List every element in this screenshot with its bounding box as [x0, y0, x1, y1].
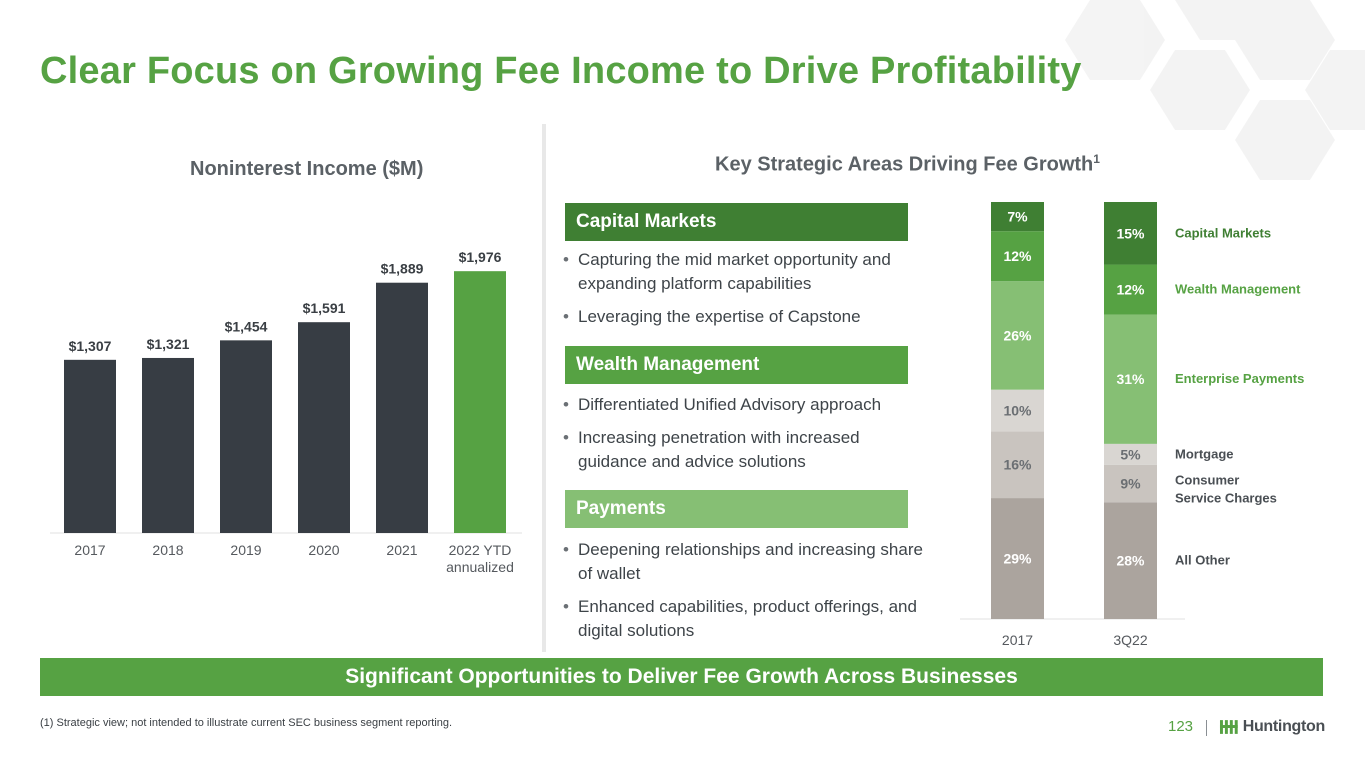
segment-value-label: 10% [1003, 403, 1032, 419]
segment-value-label: 15% [1116, 225, 1145, 241]
bar-value-label: $1,889 [381, 261, 424, 277]
bar-value-label: $1,321 [147, 336, 190, 352]
x-tick-label: 2019 [230, 542, 261, 558]
footnote: (1) Strategic view; not intended to illu… [40, 717, 453, 729]
section-heading-payments: Payments [565, 490, 908, 528]
segment-value-label: 7% [1007, 209, 1028, 225]
logo-wordmark: Huntington [1242, 718, 1326, 735]
segment-value-label: 12% [1003, 248, 1032, 264]
legend-label-line: Consumer [1175, 472, 1239, 487]
panel-divider [542, 124, 546, 652]
legend-consumer-service-charges: Consumer Service Charges [1175, 472, 1277, 505]
wealth-management-bullets: Differentiated Unified Advisory approach… [563, 393, 923, 483]
section-heading-wealth-management: Wealth Management [565, 346, 908, 384]
x-tick-label-line: 2020 [308, 542, 339, 558]
segment-value-label: 31% [1116, 371, 1145, 387]
bar-2021 [376, 282, 428, 533]
legend-all-other: All Other [1175, 553, 1230, 568]
segment-capital-markets [991, 202, 1044, 232]
x-tick-label-line: 2017 [74, 542, 105, 558]
legend-label-line: Wealth Management [1175, 282, 1301, 297]
bullet-item: Increasing penetration with increased gu… [563, 426, 923, 474]
huntington-logo-icon [1219, 720, 1238, 734]
x-tick-label: 2017 [74, 542, 105, 558]
noninterest-income-bar-chart: $1,307 2017 $1,321 2018 $1,454 2019 $1,591 2020… [50, 249, 522, 575]
bar-2020 [298, 322, 350, 533]
x-tick-label: 2022 YTD annualized [446, 542, 514, 575]
x-tick-label: 2017 [1002, 632, 1033, 648]
segment-consumer-service-charges [991, 431, 1044, 499]
legend-label-line: Mortgage [1175, 446, 1234, 461]
huntington-logo[interactable]: Huntington [1219, 712, 1325, 742]
footer-separator [1206, 720, 1207, 736]
bar-2019 [220, 340, 272, 533]
x-tick-label-line: 2022 YTD [449, 542, 512, 558]
segment-all-other [1104, 502, 1157, 619]
bar-2022 [454, 271, 506, 533]
x-tick-label-line: annualized [446, 559, 514, 575]
x-tick-label: 2021 [386, 542, 417, 558]
segment-all-other [991, 498, 1044, 619]
section-heading-capital-markets: Capital Markets [565, 203, 908, 241]
bar-2018 [142, 357, 194, 533]
legend-mortgage: Mortgage [1175, 446, 1234, 461]
bullet-item: Differentiated Unified Advisory approach [563, 393, 923, 417]
segment-enterprise-payments [991, 281, 1044, 390]
segment-wealth-management [1104, 264, 1157, 315]
bar-value-label: $1,591 [303, 300, 346, 316]
segment-value-label: 29% [1003, 551, 1032, 567]
bar-2017 [64, 359, 116, 533]
noninterest-income-title: Noninterest Income ($M) [190, 158, 424, 180]
capital-markets-bullets: Capturing the mid market opportunity and… [563, 248, 923, 338]
legend-label-line: Service Charges [1175, 490, 1277, 505]
legend-capital-markets: Capital Markets [1175, 225, 1271, 240]
segment-value-label: 5% [1120, 446, 1141, 462]
bullet-item: Capturing the mid market opportunity and… [563, 248, 923, 296]
x-tick-label-line: 2019 [230, 542, 261, 558]
footnote-marker: 1 [1093, 152, 1100, 166]
bullet-item: Enhanced capabilities, product offerings… [563, 595, 923, 643]
fee-mix-stacked-chart: 29% 16% 10% 26% 12% 7% 2017 28% 9% 5% 31% 12% 15% 3Q2… [960, 202, 1304, 648]
x-tick-label: 2018 [152, 542, 183, 558]
growth-banner: Significant Opportunities to Deliver Fee… [40, 658, 1323, 696]
fee-growth-title: Key Strategic Areas Driving Fee Growth1 [715, 152, 1100, 177]
fee-growth-title-text: Key Strategic Areas Driving Fee Growth [715, 153, 1094, 176]
segment-mortgage [991, 389, 1044, 432]
x-tick-label-line: 2018 [152, 542, 183, 558]
legend-enterprise-payments: Enterprise Payments [1175, 371, 1304, 386]
legend-wealth-management: Wealth Management [1175, 282, 1301, 297]
segment-mortgage [1104, 443, 1157, 465]
segment-value-label: 28% [1116, 553, 1145, 569]
legend-label-line: All Other [1175, 553, 1230, 568]
bar-value-label: $1,976 [459, 249, 502, 265]
segment-wealth-management [991, 231, 1044, 282]
slide-title: Clear Focus on Growing Fee Income to Dri… [40, 50, 1082, 92]
x-tick-label: 3Q22 [1113, 632, 1147, 648]
segment-value-label: 26% [1003, 327, 1032, 343]
segment-consumer-service-charges [1104, 464, 1157, 503]
segment-capital-markets [1104, 202, 1157, 265]
page-number: 123 [1168, 718, 1194, 735]
segment-value-label: 9% [1120, 475, 1141, 491]
segment-value-label: 12% [1116, 282, 1145, 298]
segment-enterprise-payments [1104, 314, 1157, 444]
bar-value-label: $1,454 [225, 318, 268, 334]
bullet-item: Deepening relationships and increasing s… [563, 538, 923, 586]
bar-value-label: $1,307 [69, 338, 112, 354]
segment-value-label: 16% [1003, 457, 1032, 473]
x-tick-label: 2020 [308, 542, 339, 558]
payments-bullets: Deepening relationships and increasing s… [563, 538, 923, 652]
bullet-item: Leveraging the expertise of Capstone [563, 305, 923, 329]
x-tick-label-line: 2021 [386, 542, 417, 558]
legend-label-line: Capital Markets [1175, 225, 1271, 240]
legend-label-line: Enterprise Payments [1175, 371, 1304, 386]
